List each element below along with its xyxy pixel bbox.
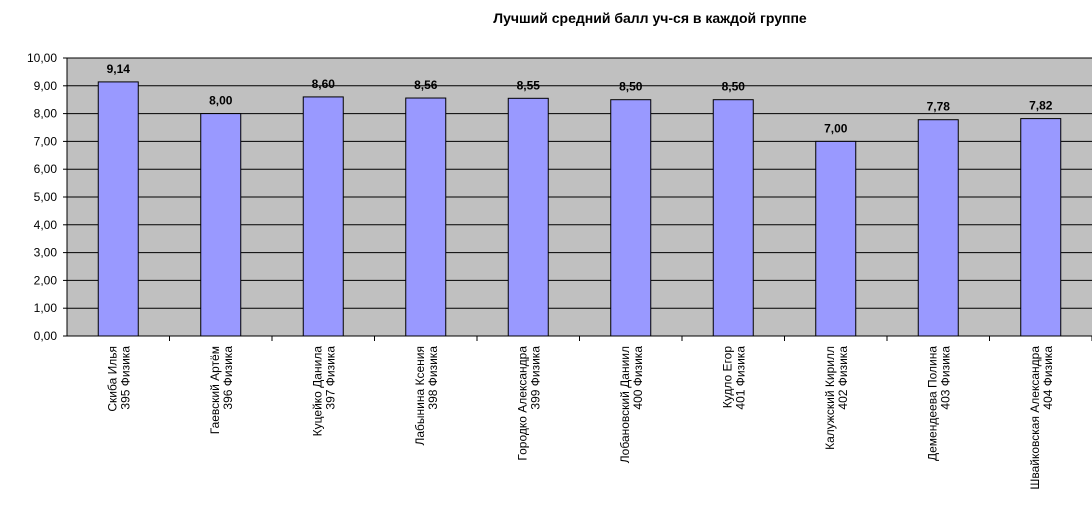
- y-tick-label: 5,00: [34, 190, 58, 204]
- x-tick-label-line: 398 Физика: [426, 346, 440, 410]
- x-tick-label: Лобановский Даниил 400 Физика: [618, 346, 645, 464]
- bar: [1020, 118, 1062, 337]
- x-tick-label-line: Лобановский Даниил: [618, 346, 632, 463]
- x-tick-label: Кудло Егор 401 Физика: [720, 346, 747, 410]
- bar: [610, 99, 652, 337]
- bar: [302, 96, 344, 337]
- x-tick-label: Гаевский Артём 396 Физика: [208, 346, 235, 435]
- bar: [200, 113, 242, 337]
- bar: [917, 119, 959, 337]
- x-tick-label-line: Швайковская Александра: [1028, 346, 1042, 490]
- x-tick-label-line: Куцейко Данила: [310, 346, 324, 437]
- y-tick-label: 10,00: [27, 51, 57, 65]
- y-tick-label: 8,00: [34, 107, 58, 121]
- y-tick-label: 2,00: [34, 273, 58, 287]
- x-tick-label-line: Гаевский Артём: [208, 346, 222, 434]
- bar: [815, 140, 857, 337]
- chart-title: Лучший средний балл уч-ся в каждой групп…: [493, 10, 807, 26]
- x-tick-label-line: 400 Физика: [631, 346, 645, 410]
- y-tick-label: 3,00: [34, 246, 58, 260]
- y-tick-label: 6,00: [34, 162, 58, 176]
- x-tick-label-line: Демендеева Полина: [925, 346, 939, 461]
- y-tick-label: 1,00: [34, 301, 58, 315]
- bar: [507, 97, 549, 337]
- data-label: 8,50: [722, 80, 746, 94]
- x-tick-label: Куцейко Данила 397 Физика: [310, 346, 337, 437]
- data-label: 8,55: [517, 78, 541, 92]
- data-label: 8,56: [414, 78, 438, 92]
- data-label: 8,60: [312, 77, 336, 91]
- x-tick-label-line: Калужский Кирилл: [823, 346, 837, 450]
- x-tick-label: Демендеева Полина 403 Физика: [925, 346, 952, 461]
- data-label: 9,14: [107, 62, 131, 76]
- bar: [405, 97, 447, 337]
- x-tick-label-line: 401 Физика: [733, 346, 747, 410]
- bar: [97, 81, 139, 337]
- x-tick-label-line: Кудло Егор: [720, 346, 734, 409]
- data-label: 7,82: [1029, 99, 1053, 113]
- bar: [712, 99, 754, 337]
- y-tick-label: 0,00: [34, 329, 58, 343]
- y-tick-label: 7,00: [34, 134, 58, 148]
- x-tick-label: Лабынина Ксения 398 Физика: [413, 346, 440, 446]
- x-tick-label-line: 403 Физика: [938, 346, 952, 410]
- x-tick-label: Городко Александра 399 Физика: [515, 346, 542, 461]
- x-tick-label-line: 402 Физика: [836, 346, 850, 410]
- data-label: 7,00: [824, 121, 848, 135]
- x-tick-label-line: Городко Александра: [515, 346, 529, 461]
- y-tick-label: 9,00: [34, 79, 58, 93]
- x-tick-label-line: 404 Физика: [1041, 346, 1055, 410]
- data-label: 8,00: [209, 94, 233, 108]
- y-tick-label: 4,00: [34, 218, 58, 232]
- x-tick-label-line: 396 Физика: [221, 346, 235, 410]
- x-tick-label-line: 395 Физика: [118, 346, 132, 410]
- x-tick-label-line: 397 Физика: [323, 346, 337, 410]
- data-label: 8,50: [619, 80, 643, 94]
- x-tick-label: Швайковская Александра 404 Физика: [1028, 346, 1055, 490]
- x-tick-label-line: Лабынина Ксения: [413, 346, 427, 446]
- x-tick-label-line: Скиба Илья: [105, 346, 119, 412]
- x-tick-label-line: 399 Физика: [528, 346, 542, 410]
- x-tick-label: Калужский Кирилл 402 Физика: [823, 346, 850, 450]
- x-tick-label: Скиба Илья 395 Физика: [105, 346, 132, 412]
- data-label: 7,78: [927, 100, 951, 114]
